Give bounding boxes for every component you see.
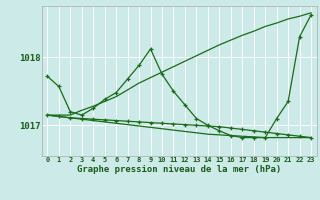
X-axis label: Graphe pression niveau de la mer (hPa): Graphe pression niveau de la mer (hPa)	[77, 165, 281, 174]
